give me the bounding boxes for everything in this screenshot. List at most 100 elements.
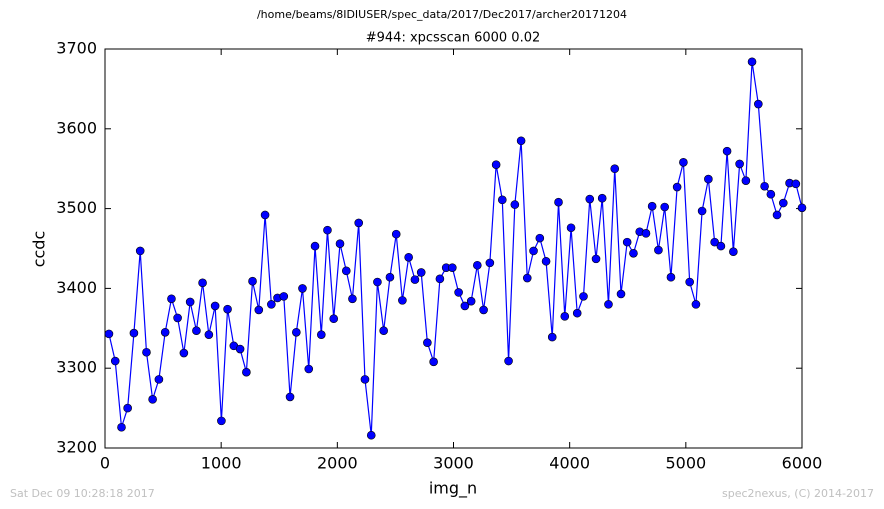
data-point bbox=[223, 304, 232, 314]
data-point bbox=[154, 375, 164, 384]
data-point bbox=[292, 327, 301, 337]
data-point bbox=[110, 356, 120, 366]
data-point bbox=[485, 258, 495, 268]
data-point bbox=[198, 278, 207, 288]
data-point bbox=[204, 330, 214, 339]
data-point bbox=[317, 330, 326, 339]
data-point bbox=[135, 246, 145, 256]
data-point bbox=[248, 276, 257, 286]
data-point bbox=[254, 305, 264, 315]
data-point bbox=[210, 301, 220, 311]
data-point bbox=[616, 289, 626, 299]
data-point bbox=[285, 392, 295, 402]
data-point bbox=[610, 164, 620, 173]
data-point bbox=[547, 332, 557, 342]
data-point bbox=[123, 403, 132, 413]
data-point bbox=[697, 206, 707, 216]
data-point bbox=[741, 176, 751, 185]
data-point bbox=[797, 203, 807, 213]
data-point bbox=[454, 288, 463, 297]
data-point bbox=[379, 326, 388, 335]
data-point bbox=[522, 273, 532, 283]
data-point bbox=[622, 237, 632, 247]
data-point bbox=[279, 292, 289, 301]
footer-right: spec2nexus, (C) 2014-2017 bbox=[722, 487, 874, 500]
data-point bbox=[660, 202, 669, 212]
x-tick-label: 2000 bbox=[317, 454, 358, 473]
x-tick-label: 4000 bbox=[549, 454, 590, 473]
data-point bbox=[479, 305, 488, 315]
x-tick-label: 1000 bbox=[201, 454, 242, 473]
data-point bbox=[373, 277, 382, 287]
footer-left: Sat Dec 09 10:28:18 2017 bbox=[10, 487, 155, 500]
data-point bbox=[242, 367, 251, 377]
data-point bbox=[142, 347, 151, 357]
data-point bbox=[554, 197, 563, 207]
data-point bbox=[747, 57, 757, 67]
data-point bbox=[348, 294, 357, 304]
data-point bbox=[641, 229, 651, 238]
data-point bbox=[710, 237, 719, 247]
data-point bbox=[591, 254, 601, 264]
data-point bbox=[654, 245, 663, 255]
data-point bbox=[185, 297, 195, 307]
plot-frame bbox=[104, 48, 803, 449]
data-point bbox=[716, 241, 726, 251]
data-point bbox=[560, 312, 570, 321]
data-point bbox=[504, 356, 513, 366]
data-point bbox=[516, 136, 526, 146]
y-tick-label: 3500 bbox=[56, 198, 97, 217]
data-point bbox=[579, 292, 588, 301]
data-point bbox=[541, 256, 551, 266]
data-point bbox=[335, 239, 345, 249]
data-point bbox=[310, 241, 320, 251]
data-point bbox=[104, 329, 114, 339]
data-point bbox=[404, 252, 413, 262]
data-point bbox=[360, 375, 370, 384]
data-point bbox=[722, 146, 732, 156]
chart-title: #944: xpcsscan 6000 0.02 bbox=[366, 31, 541, 46]
x-axis-label: img_n bbox=[429, 479, 477, 499]
x-tick-label: 3000 bbox=[433, 454, 474, 473]
data-point bbox=[341, 266, 351, 276]
data-point bbox=[391, 229, 401, 239]
data-point bbox=[460, 301, 470, 311]
data-point bbox=[423, 338, 432, 347]
data-point bbox=[385, 272, 395, 282]
data-point bbox=[566, 223, 576, 233]
data-point bbox=[704, 174, 713, 184]
data-point bbox=[778, 198, 788, 208]
y-tick-label: 3200 bbox=[56, 438, 97, 457]
suptitle: /home/beams/8IDIUSER/spec_data/2017/Dec2… bbox=[257, 8, 627, 21]
x-tick-label: 5000 bbox=[665, 454, 706, 473]
data-point bbox=[535, 233, 545, 243]
data-point bbox=[192, 326, 201, 335]
data-point bbox=[429, 357, 438, 367]
data-point bbox=[173, 313, 182, 323]
data-point bbox=[754, 99, 763, 109]
data-point bbox=[304, 364, 314, 374]
data-point bbox=[117, 422, 126, 432]
data-point bbox=[260, 210, 270, 220]
data-point bbox=[466, 296, 476, 306]
data-point bbox=[597, 193, 607, 203]
data-point bbox=[497, 195, 507, 205]
data-point bbox=[529, 246, 538, 256]
data-point bbox=[366, 430, 376, 440]
data-point bbox=[572, 308, 582, 318]
data-point bbox=[217, 416, 226, 426]
data-point bbox=[323, 225, 332, 235]
data-point bbox=[410, 275, 420, 284]
data-point bbox=[666, 272, 676, 282]
x-tick-label: 0 bbox=[100, 454, 110, 473]
y-tick-label: 3400 bbox=[56, 278, 97, 297]
data-point bbox=[760, 181, 769, 191]
data-point bbox=[298, 284, 307, 293]
data-point bbox=[510, 200, 520, 209]
data-point bbox=[167, 294, 176, 304]
y-tick-label: 3600 bbox=[56, 118, 97, 137]
data-point bbox=[179, 348, 189, 358]
data-point bbox=[685, 277, 694, 287]
data-point bbox=[735, 159, 744, 169]
